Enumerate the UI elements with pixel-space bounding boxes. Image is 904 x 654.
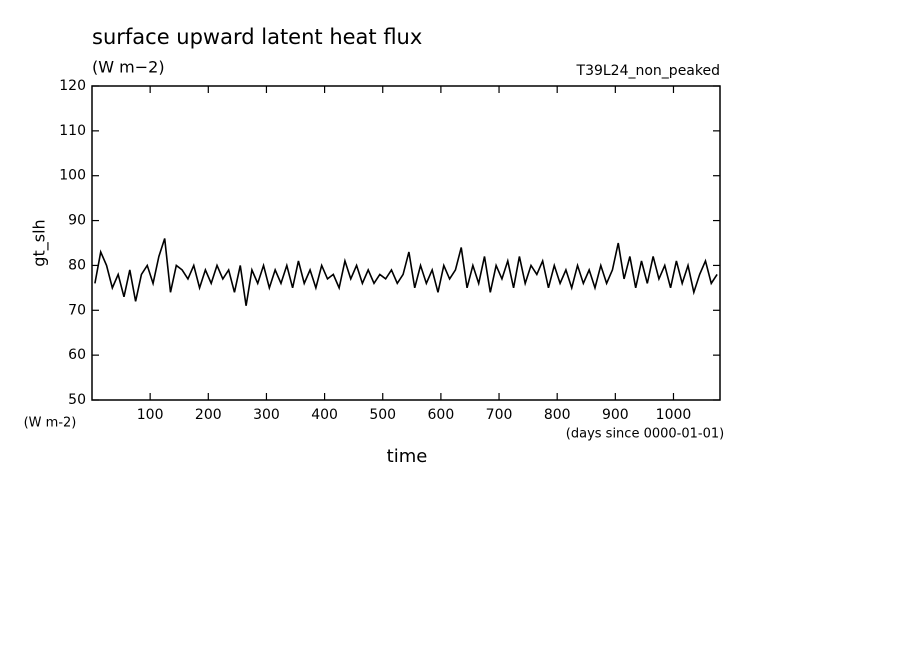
x-tick-label: 1000 [656,407,692,423]
x-tick-label: 500 [369,407,396,423]
x-axis-label: time [387,446,428,467]
x-tick-label: 800 [544,407,571,423]
data-line [94,238,718,306]
y-tick-label: 120 [59,78,86,94]
plot-frame [91,85,721,401]
x-tick-label: 200 [195,407,222,423]
x-tick-label: 700 [486,407,513,423]
y-tick-label: 60 [68,347,86,363]
x-tick-label: 400 [311,407,338,423]
x-tick-label: 300 [253,407,280,423]
subtitle: (W m−2) [92,58,165,77]
chart-title: surface upward latent heat flux [92,25,422,49]
y-tick-label: 110 [59,123,86,139]
x-tick-label: 600 [428,407,455,423]
y-tick-label: 50 [68,392,86,408]
y-tick-label: 80 [68,257,86,273]
y-tick-label: 100 [59,168,86,184]
x-tick-label: 100 [137,407,164,423]
experiment-label: T39L24_non_peaked [576,63,720,79]
y-tick-label: 90 [68,213,86,229]
y-unit: (W m-2) [24,416,77,431]
y-axis-label: gt_slh [30,219,50,266]
x-unit: (days since 0000-01-01) [566,427,724,442]
y-tick-label: 70 [68,302,86,318]
x-tick-label: 900 [602,407,629,423]
